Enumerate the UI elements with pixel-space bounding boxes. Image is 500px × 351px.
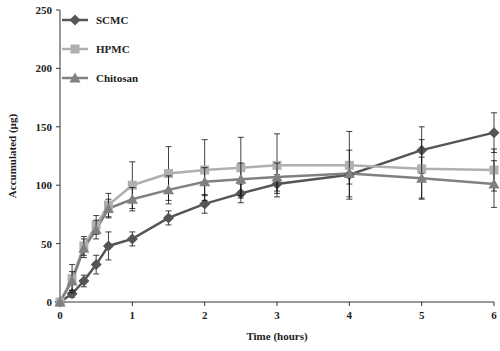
series-line	[60, 133, 494, 302]
point	[235, 174, 246, 184]
legend: SCMC HPMC Chitosan	[62, 14, 138, 84]
point	[91, 259, 102, 270]
x-tick	[132, 302, 133, 306]
point	[55, 297, 66, 307]
point	[91, 224, 102, 234]
y-tick-label: 250	[36, 4, 53, 16]
x-tick-label: 3	[274, 309, 280, 321]
plot-area	[55, 113, 500, 308]
y-axis-label: Accumulated (µg)	[6, 114, 19, 199]
point	[163, 184, 174, 194]
legend-marker	[70, 15, 81, 26]
legend-marker	[70, 73, 81, 83]
y-tick-label: 100	[36, 179, 53, 191]
y-tick	[56, 126, 60, 127]
chart: 0 50 100 150 200 250 0 1 2 3 4 5 6 Time (hours) Accumu…	[0, 0, 500, 351]
point	[199, 198, 210, 209]
x-tick	[421, 302, 422, 306]
point	[67, 288, 78, 299]
y-tick	[56, 10, 60, 11]
x-tick	[494, 302, 495, 306]
point	[55, 297, 66, 308]
point	[103, 240, 114, 251]
y-tick	[56, 68, 60, 69]
point	[56, 298, 65, 307]
point	[127, 194, 138, 204]
y-tick-label: 0	[47, 296, 53, 308]
y-tick	[56, 243, 60, 244]
point	[127, 233, 138, 244]
x-tick-label: 4	[347, 309, 353, 321]
point	[489, 127, 500, 138]
legend-label: Chitosan	[96, 72, 138, 84]
legend-marker	[71, 45, 80, 54]
x-tick-label: 6	[491, 309, 497, 321]
y-tick	[56, 185, 60, 186]
x-tick	[204, 302, 205, 306]
point	[103, 203, 114, 213]
point	[199, 176, 210, 186]
y-tick-label: 50	[41, 238, 53, 250]
x-tick-label: 2	[202, 309, 208, 321]
y-tick-label: 150	[36, 121, 53, 133]
x-tick-label: 1	[130, 309, 136, 321]
y-tick-label: 200	[36, 62, 53, 74]
y-axis	[60, 10, 61, 302]
point	[78, 243, 89, 253]
point	[163, 212, 174, 223]
point	[78, 275, 89, 286]
point	[272, 172, 283, 182]
legend-label: SCMC	[96, 14, 128, 26]
point	[416, 173, 427, 183]
point	[489, 179, 500, 189]
x-tick-label: 5	[419, 309, 425, 321]
x-axis-label: Time (hours)	[246, 330, 308, 343]
x-tick	[349, 302, 350, 306]
point	[344, 168, 355, 178]
point	[67, 275, 78, 285]
x-tick-label: 0	[57, 309, 63, 321]
legend-label: HPMC	[96, 43, 130, 55]
x-tick	[277, 302, 278, 306]
